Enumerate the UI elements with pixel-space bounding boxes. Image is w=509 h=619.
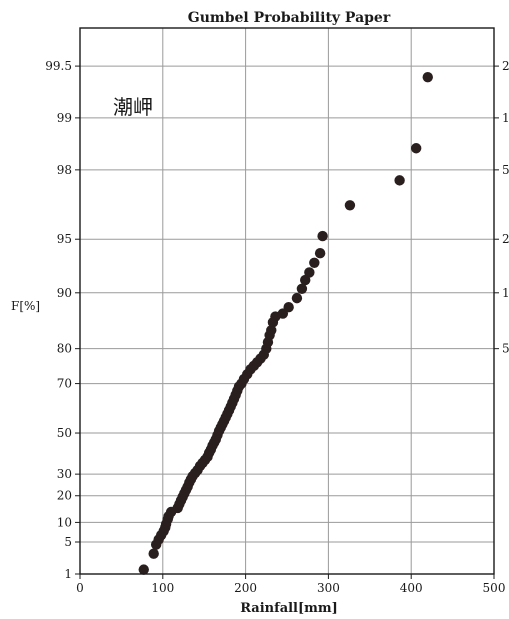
data-point bbox=[291, 292, 303, 304]
right-tick-label: 5 bbox=[502, 163, 509, 177]
data-point bbox=[304, 267, 315, 278]
data-point bbox=[300, 274, 311, 286]
x-tick-label: 400 bbox=[400, 581, 423, 595]
y-tick-label: 95 bbox=[57, 232, 72, 246]
y-tick-label: 10 bbox=[57, 515, 72, 529]
data-point bbox=[410, 143, 422, 154]
data-point bbox=[317, 230, 328, 242]
tick-layer: 0 100 200 300 400 500 1 5 10 20 30 50 70 80 90 95 98 99 99… bbox=[45, 59, 509, 595]
y-tick-label: 99 bbox=[57, 111, 72, 125]
x-tick-label: 300 bbox=[317, 581, 340, 595]
grid-layer bbox=[80, 28, 494, 574]
right-tick-label: 1 bbox=[502, 286, 509, 300]
data-point bbox=[283, 301, 294, 313]
data-point bbox=[296, 283, 308, 294]
data-point bbox=[422, 71, 433, 83]
x-tick-label: 0 bbox=[76, 581, 84, 595]
right-tick-label: 5 bbox=[502, 342, 509, 356]
right-tick-label: 2 bbox=[502, 232, 509, 246]
y-tick-label: 50 bbox=[57, 426, 72, 440]
x-tick-label: 100 bbox=[151, 581, 174, 595]
right-tick-label: 2 bbox=[502, 59, 509, 73]
y-tick-label: 70 bbox=[57, 377, 72, 391]
data-point bbox=[309, 257, 320, 269]
x-axis-label: Rainfall[mm] bbox=[240, 601, 338, 616]
data-point bbox=[148, 548, 159, 559]
y-tick-label: 20 bbox=[57, 489, 72, 503]
y-tick-label: 5 bbox=[64, 535, 72, 549]
data-point bbox=[394, 175, 405, 186]
data-point bbox=[266, 325, 277, 336]
y-tick-label: 99.5 bbox=[45, 59, 72, 73]
x-tick-label: 500 bbox=[483, 581, 506, 595]
station-annotation: 潮岬 bbox=[113, 95, 153, 119]
y-tick-label: 1 bbox=[64, 567, 72, 581]
y-tick-label: 30 bbox=[57, 467, 72, 481]
right-tick-label: 1 bbox=[502, 111, 509, 125]
data-points bbox=[138, 71, 433, 575]
y-tick-label: 90 bbox=[57, 286, 72, 300]
y-tick-label: 80 bbox=[57, 342, 72, 356]
data-point bbox=[314, 247, 326, 259]
y-tick-label: 98 bbox=[57, 163, 72, 177]
data-point bbox=[344, 200, 356, 211]
chart-title: Gumbel Probability Paper bbox=[188, 10, 391, 26]
x-tick-label: 200 bbox=[234, 581, 257, 595]
y-axis-label: F[%] bbox=[11, 299, 40, 313]
data-point bbox=[138, 564, 149, 575]
plot-frame bbox=[79, 27, 495, 575]
